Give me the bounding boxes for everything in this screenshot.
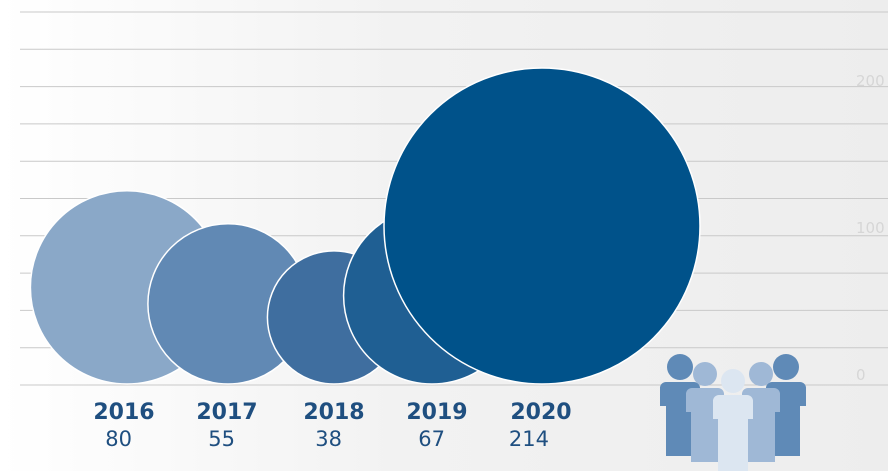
year-label: 2018 [303, 400, 364, 425]
year-label: 2016 [93, 400, 154, 425]
value-label: 55 [208, 427, 235, 451]
y-tick-label: 200 [856, 72, 885, 90]
value-label: 38 [315, 427, 342, 451]
bubbles [29, 67, 701, 385]
value-label: 214 [509, 427, 549, 451]
value-label: 67 [418, 427, 445, 451]
people-group-icon [660, 354, 806, 471]
bubble-2020 [383, 67, 701, 385]
y-tick-label: 0 [856, 366, 866, 384]
y-axis-ticks: 200 100 0 [856, 72, 885, 384]
value-label: 80 [105, 427, 132, 451]
year-label: 2020 [510, 400, 571, 425]
y-tick-label: 100 [856, 219, 885, 237]
year-label: 2019 [406, 400, 467, 425]
year-label: 2017 [196, 400, 257, 425]
